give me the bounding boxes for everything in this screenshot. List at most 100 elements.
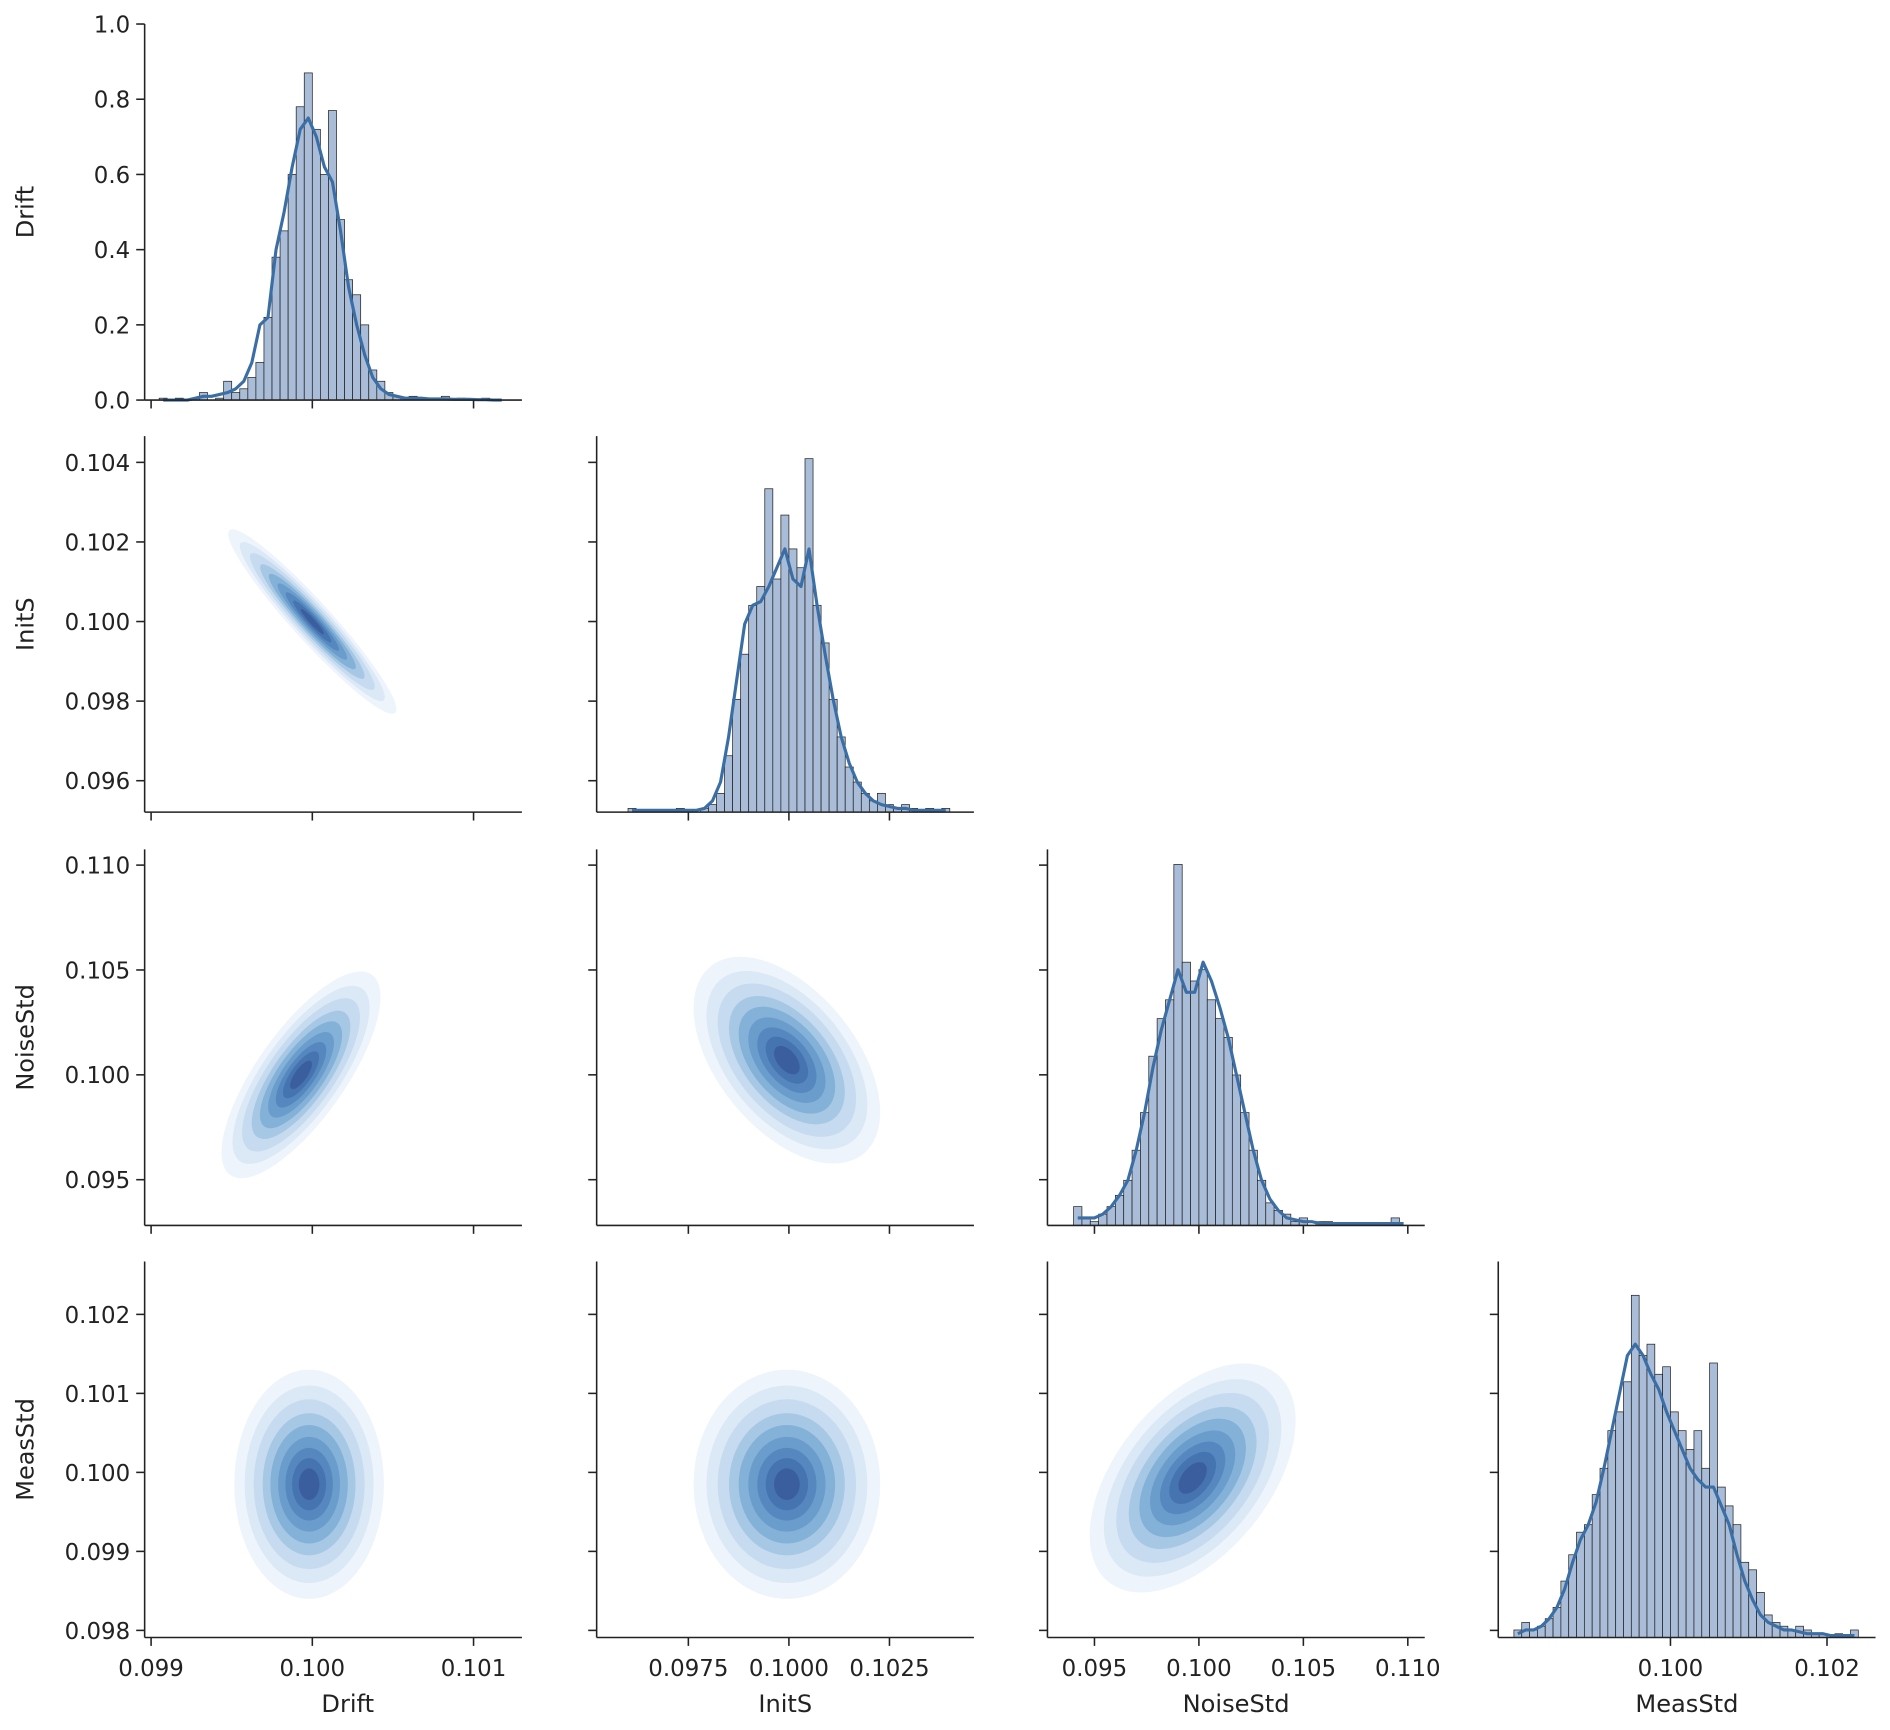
- x-tick-label: 0.110: [1375, 1656, 1441, 1682]
- hist-bar: [1670, 1411, 1679, 1638]
- hist-bar: [756, 586, 766, 813]
- hist-bar: [287, 174, 297, 401]
- x-tick-label: 0.102: [1794, 1656, 1860, 1682]
- hist-bar: [708, 804, 717, 813]
- hist-bar: [732, 698, 742, 813]
- kde-contours: [693, 1369, 881, 1599]
- kde-contours: [1089, 1363, 1296, 1593]
- y-tick-label: 0.105: [65, 958, 131, 984]
- x-axis-label: MeasStd: [1635, 1690, 1738, 1718]
- y-tick-label: 0.098: [65, 1619, 131, 1645]
- y-tick-label: 0.100: [65, 610, 131, 636]
- x-axis-label: InitS: [758, 1690, 812, 1718]
- hist-bar: [295, 106, 305, 401]
- hist-bar: [1599, 1467, 1609, 1638]
- hist-bar: [740, 653, 750, 813]
- x-tick-label: 0.100: [1638, 1656, 1704, 1682]
- y-axis-label: InitS: [12, 597, 40, 651]
- x-tick-label: 0.100: [280, 1656, 346, 1682]
- hist-bar: [328, 110, 337, 401]
- x-tick-label: 0.095: [1062, 1656, 1128, 1682]
- hist-bar: [1654, 1373, 1663, 1638]
- y-tick-label: 0.098: [65, 690, 131, 716]
- y-tick-label: 0.100: [65, 1461, 131, 1487]
- hist-bar: [1677, 1430, 1687, 1638]
- hist-bar: [764, 488, 774, 813]
- y-tick-label: 0.104: [65, 451, 131, 477]
- y-tick-label: 1.0: [94, 12, 130, 38]
- y-tick-label: 0.110: [65, 854, 131, 880]
- hist-bar: [1198, 969, 1208, 1226]
- x-tick-label: 0.0975: [648, 1656, 728, 1682]
- hist-bar: [724, 755, 733, 813]
- y-axis-label: NoiseStd: [12, 984, 40, 1090]
- hist-bar: [812, 604, 822, 813]
- hist-bar: [716, 792, 725, 813]
- kde-level: [774, 1468, 800, 1501]
- hist-bar: [1685, 1449, 1695, 1638]
- kde-level: [290, 1060, 312, 1090]
- hist-bar: [1591, 1494, 1601, 1638]
- hist-bar: [1190, 980, 1200, 1226]
- y-tick-label: 0.099: [65, 1540, 131, 1566]
- kde-contours: [228, 529, 397, 714]
- histogram: [1073, 864, 1400, 1226]
- hist-bar: [1693, 1430, 1703, 1638]
- x-tick-label: 0.101: [441, 1656, 507, 1682]
- hist-bar: [1607, 1430, 1617, 1638]
- y-tick-label: 0.8: [94, 88, 130, 114]
- y-tick-label: 0.4: [94, 238, 130, 264]
- hist-bar: [1646, 1343, 1656, 1638]
- hist-bar: [1215, 1018, 1225, 1226]
- hist-bar: [1701, 1467, 1710, 1638]
- y-tick-label: 0.0: [94, 389, 130, 415]
- kde-line: [1517, 1342, 1855, 1638]
- hist-bar: [1181, 961, 1191, 1226]
- hist-bar: [1073, 1206, 1083, 1226]
- hist-bar: [796, 567, 806, 813]
- histogram: [1513, 1294, 1859, 1638]
- hist-bar: [247, 377, 257, 401]
- y-axis-label: Drift: [12, 186, 40, 238]
- x-axis-label: Drift: [321, 1690, 374, 1718]
- hist-bar: [320, 174, 329, 401]
- hist-bar: [788, 548, 798, 813]
- kde-level: [1178, 1462, 1207, 1494]
- y-tick-label: 0.095: [65, 1168, 131, 1194]
- y-tick-label: 0.6: [94, 163, 130, 189]
- y-tick-label: 0.096: [65, 769, 131, 795]
- kde-line: [163, 116, 502, 402]
- kde-contours: [234, 1369, 384, 1599]
- kde-contours: [221, 971, 381, 1179]
- histogram: [158, 72, 491, 401]
- hist-bar: [804, 458, 814, 813]
- hist-bar: [748, 604, 758, 813]
- hist-bar: [239, 388, 249, 401]
- hist-bar: [255, 362, 265, 401]
- hist-bar: [1206, 999, 1216, 1226]
- y-tick-label: 0.2: [94, 313, 130, 339]
- x-tick-label: 0.1000: [749, 1656, 829, 1682]
- y-tick-label: 0.100: [65, 1063, 131, 1089]
- y-tick-label: 0.102: [65, 1303, 131, 1329]
- x-tick-label: 0.099: [118, 1656, 184, 1682]
- hist-bar: [231, 392, 241, 401]
- x-axis-label: NoiseStd: [1183, 1690, 1290, 1718]
- hist-bar: [1709, 1362, 1718, 1638]
- hist-bar: [1265, 1202, 1275, 1226]
- kde-level: [298, 1468, 320, 1501]
- y-tick-label: 0.101: [65, 1382, 131, 1408]
- kde-line: [1077, 960, 1404, 1226]
- hist-bar: [279, 230, 289, 401]
- hist-bar: [1173, 864, 1183, 1226]
- x-tick-label: 0.105: [1271, 1656, 1337, 1682]
- hist-bar: [1231, 1074, 1242, 1226]
- hist-bar: [1165, 999, 1175, 1226]
- hist-bar: [1583, 1524, 1593, 1638]
- hist-bar: [1615, 1411, 1624, 1638]
- y-tick-label: 0.102: [65, 530, 131, 556]
- hist-bar: [263, 316, 273, 401]
- hist-bar: [1638, 1355, 1648, 1638]
- hist-bar: [772, 578, 782, 813]
